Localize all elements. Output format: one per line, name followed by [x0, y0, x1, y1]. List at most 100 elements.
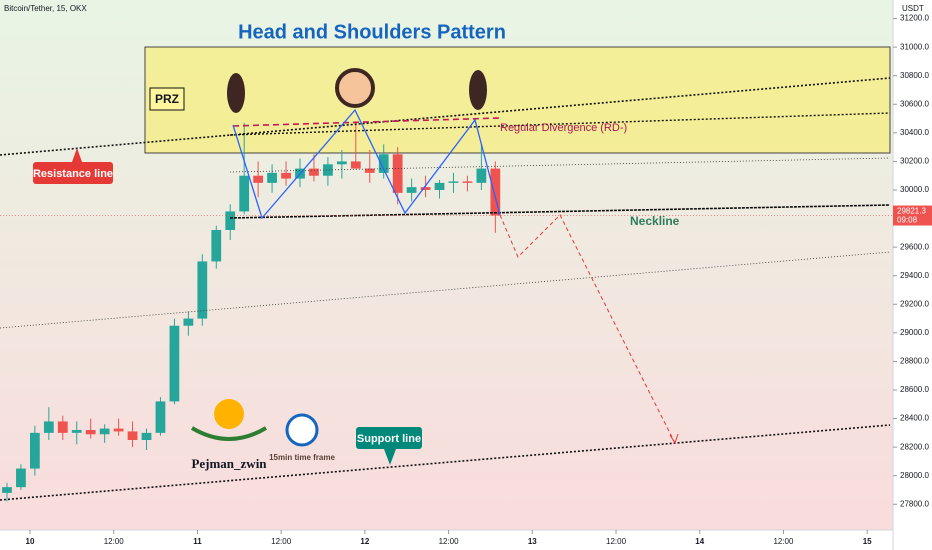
candle-body: [476, 168, 487, 183]
callout-pointer: [384, 449, 396, 465]
y-tick-label: 27800.0: [900, 499, 929, 508]
candle-body: [2, 487, 12, 493]
candle-body: [113, 428, 124, 432]
candle-body: [183, 318, 194, 326]
candle-body: [16, 468, 26, 488]
x-tick-label: 12:00: [271, 537, 292, 546]
candle-body: [253, 175, 264, 183]
candle-body: [57, 421, 68, 433]
candle-body: [420, 187, 431, 190]
candle-body: [29, 432, 40, 469]
logo: [214, 399, 244, 429]
candle-body: [323, 164, 333, 176]
y-tick-label: 31200.0: [900, 14, 929, 23]
projection-line: [499, 214, 676, 444]
candle-body: [141, 432, 152, 440]
candle-body: [448, 181, 459, 183]
last-price-box: [893, 205, 932, 226]
resistance-label: Resistance line: [33, 168, 113, 180]
y-tick-label: 30200.0: [900, 157, 929, 166]
candle-body: [462, 181, 473, 183]
timeframe-label: 15min time frame: [269, 453, 335, 462]
y-tick-label: 30400.0: [900, 128, 929, 137]
x-tick-label: 15: [863, 537, 872, 546]
candle-body: [281, 172, 291, 179]
candle-body: [490, 168, 501, 216]
candles: [2, 122, 501, 502]
y-tick-label: 28400.0: [900, 414, 929, 423]
resistance-line: [0, 77, 891, 156]
y-tick-label: 28200.0: [900, 442, 929, 451]
candle-body: [406, 187, 417, 193]
candle-body: [85, 430, 96, 435]
candle-body: [267, 172, 277, 183]
candle-body: [392, 154, 403, 193]
pattern-line: [232, 108, 501, 220]
y-tick-label: 29200.0: [900, 299, 929, 308]
countdown-label: 09:08: [897, 216, 918, 225]
candle-body: [211, 230, 222, 262]
axes: 27800.0 28000.0 28200.0 28400.0 28600.0 28800…: [0, 14, 932, 546]
projection-arrow: [669, 433, 679, 445]
shoulder-figure: [469, 70, 487, 110]
candle-body: [350, 161, 361, 169]
x-tick-label: 14: [695, 537, 704, 546]
channel-line: [229, 157, 891, 173]
characters: [190, 68, 487, 447]
candle-body: [43, 421, 54, 433]
x-tick-label: 11: [193, 537, 202, 546]
y-tick-label: 29000.0: [900, 328, 929, 337]
resistance-callout: [33, 162, 113, 184]
candle-body: [336, 161, 347, 165]
x-tick-label: 12:00: [773, 537, 794, 546]
candle-body: [434, 182, 445, 190]
y-tick-label: 28600.0: [900, 385, 929, 394]
candle-body: [71, 430, 82, 433]
prz-label: PRZ: [155, 92, 179, 106]
neckline: [229, 204, 891, 219]
x-tick-label: 13: [528, 537, 537, 546]
candle-body: [225, 211, 236, 230]
x-tick-label: 12:00: [104, 537, 125, 546]
candle-body: [99, 428, 110, 435]
callout-pointer: [72, 148, 82, 162]
author-label: Pejman_zwin: [191, 456, 267, 471]
y-tick-label: 30600.0: [900, 99, 929, 108]
y-tick-label: 28000.0: [900, 471, 929, 480]
x-tick-label: 10: [26, 537, 35, 546]
divergence-label: Regular Divergence (RD-): [500, 122, 627, 134]
neckline-label: Neckline: [630, 214, 680, 228]
y-tick-label: 28800.0: [900, 357, 929, 366]
candle-body: [309, 168, 319, 176]
drawings: [0, 77, 891, 501]
prz-box: [149, 87, 185, 111]
divergence-line: [232, 117, 501, 127]
clock-icon: [285, 413, 319, 447]
support-line: [0, 424, 891, 501]
x-tick-label: 12:00: [439, 537, 460, 546]
shoulder-figure: [227, 73, 245, 113]
head-figure: [335, 68, 375, 108]
y-tick-label: 30800.0: [900, 71, 929, 80]
candle-body: [155, 401, 166, 433]
x-tick-label: 12:00: [606, 537, 627, 546]
candle-body: [378, 154, 389, 173]
plot-area: [0, 0, 893, 530]
last-price-label: 29821.3: [897, 207, 926, 216]
x-tick-label: 12: [360, 537, 369, 546]
y-tick-label: 29400.0: [900, 271, 929, 280]
support-callout: [356, 427, 422, 449]
prz-zone: [144, 46, 891, 154]
candle-body: [364, 168, 375, 173]
y-tick-label: 31000.0: [900, 42, 929, 51]
title: Head and Shoulders Pattern: [238, 21, 506, 43]
candle-body: [239, 175, 250, 212]
symbol-header: Bitcoin/Tether, 15, OKX: [4, 4, 87, 13]
candle-body: [169, 325, 180, 402]
y-tick-label: 29600.0: [900, 242, 929, 251]
support-label: Support line: [357, 433, 421, 445]
y-tick-label: 30000.0: [900, 185, 929, 194]
currency-label: USDT: [902, 4, 924, 13]
candle-body: [197, 261, 208, 319]
